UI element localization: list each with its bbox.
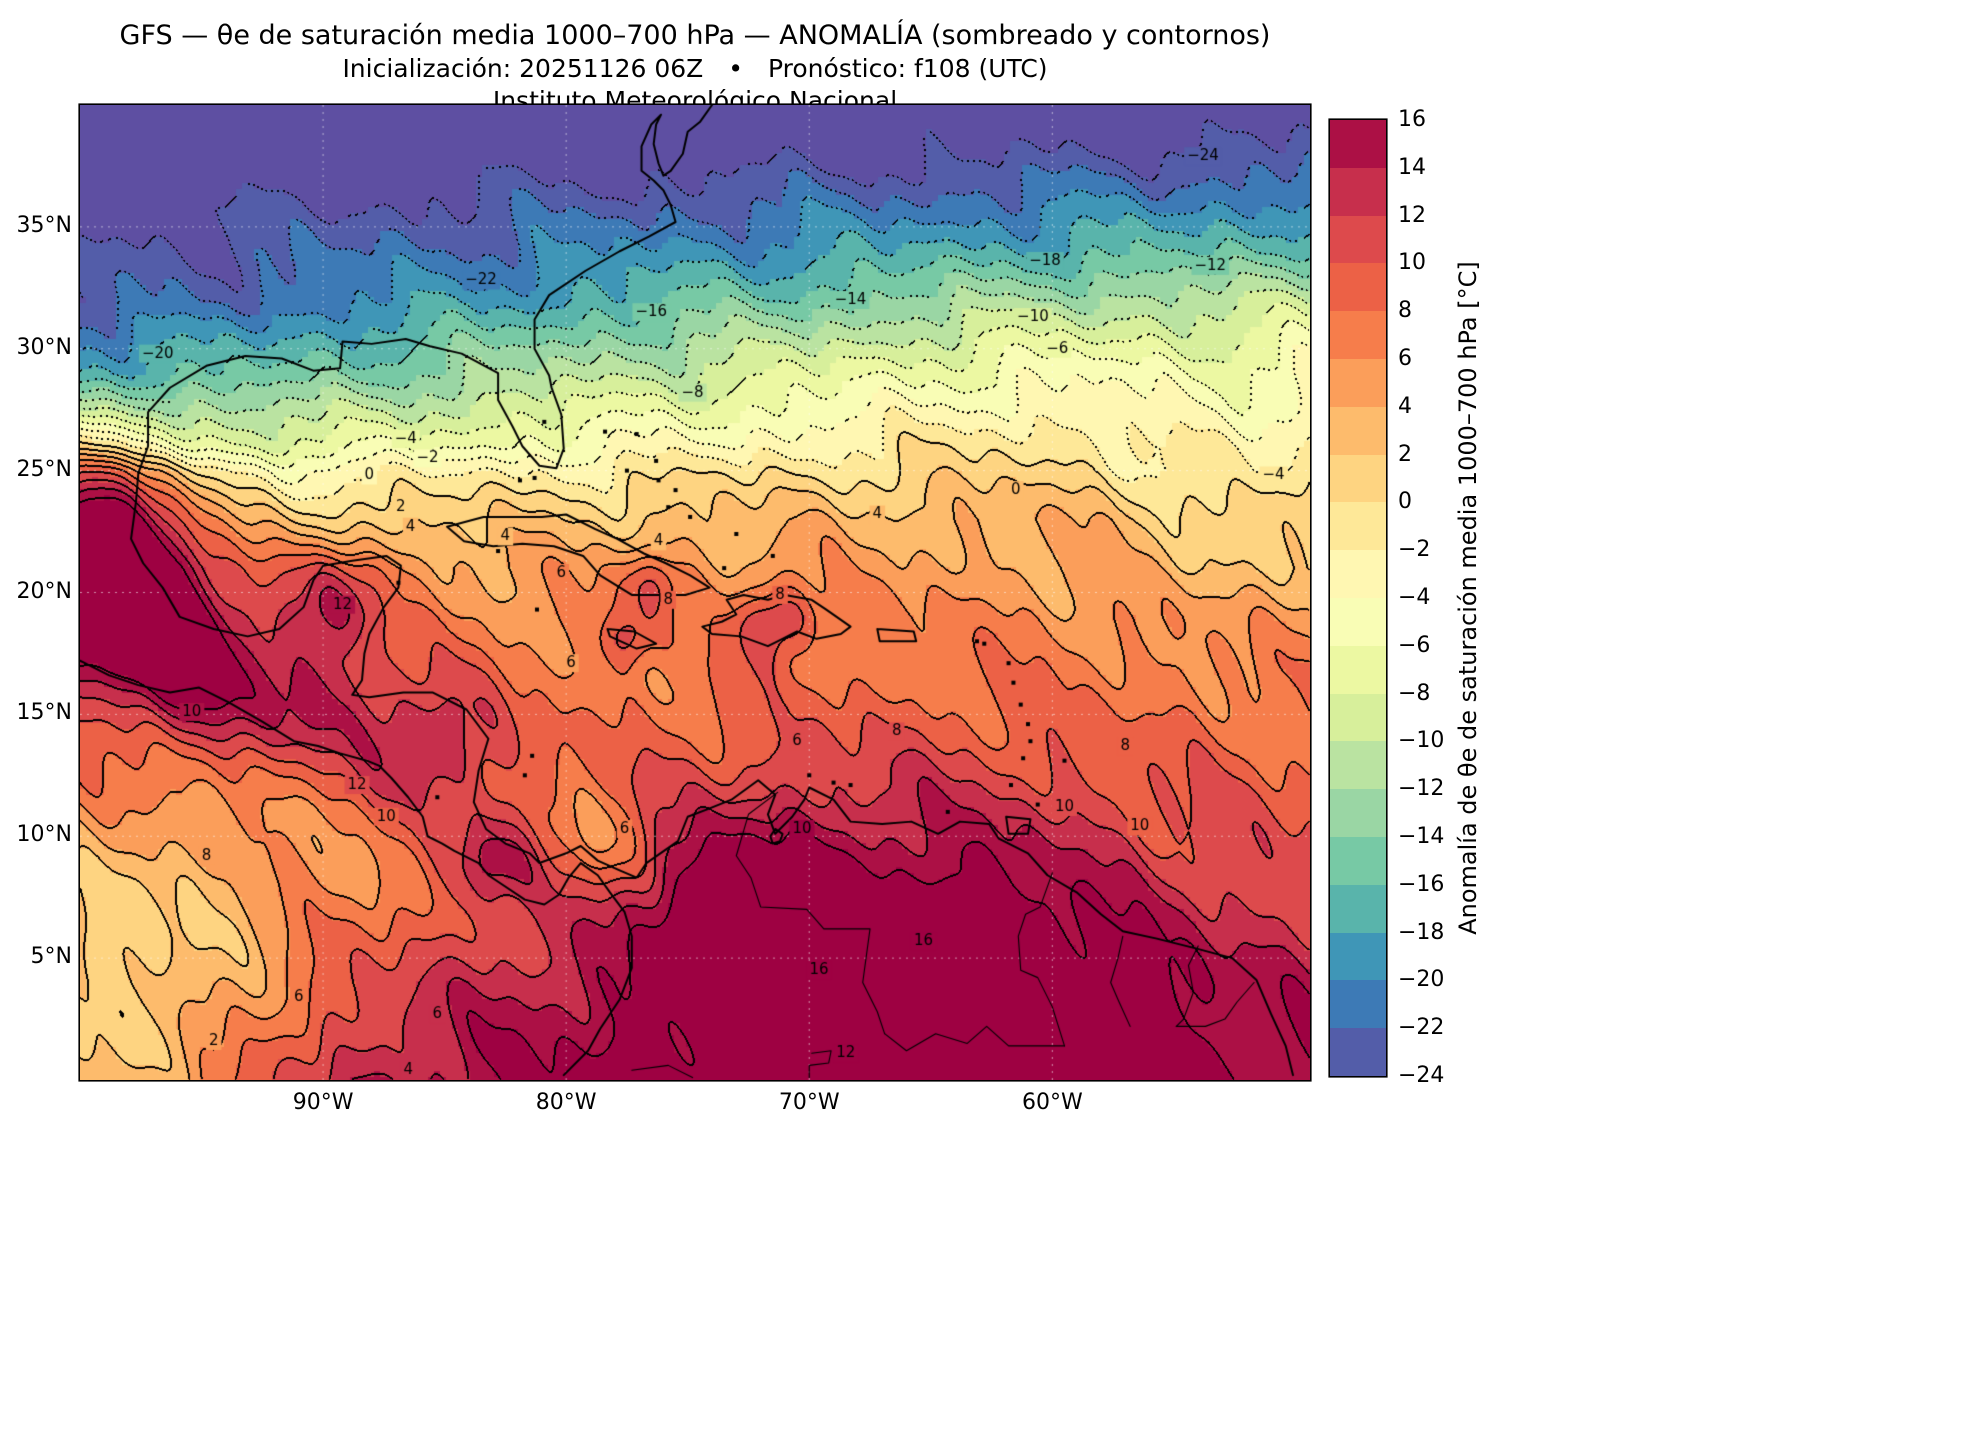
colorbar-cell	[1330, 884, 1386, 933]
colorbar-tick-label: 4	[1398, 393, 1412, 419]
lat-tick-label: 5°N	[30, 944, 72, 970]
colorbar-cell	[1330, 932, 1386, 981]
colorbar-tick-label: 10	[1398, 250, 1426, 276]
colorbar-cell	[1330, 693, 1386, 742]
colorbar-tick-label: 14	[1398, 154, 1426, 180]
colorbar-cell	[1330, 454, 1386, 503]
colorbar-label: Anomalía de θe de saturación media 1000–…	[1454, 261, 1482, 935]
lon-tick-label: 60°W	[1021, 1090, 1083, 1115]
colorbar-tick-label: 8	[1398, 298, 1412, 324]
lat-tick-label: 10°N	[16, 822, 72, 848]
colorbar-cell	[1330, 550, 1386, 598]
colorbar-tick-label: −14	[1398, 824, 1445, 849]
colorbar-cell	[1330, 789, 1386, 837]
colorbar-cell	[1330, 980, 1386, 1029]
map-canvas	[80, 105, 1310, 1080]
colorbar-cell	[1330, 263, 1386, 312]
colorbar-tick-label: −12	[1398, 776, 1445, 802]
colorbar-cell	[1330, 358, 1386, 407]
colorbar-cell	[1330, 167, 1386, 216]
lon-tick-label: 80°W	[535, 1090, 597, 1115]
colorbar-tick-label: −8	[1398, 680, 1431, 706]
colorbar-tick-label: −22	[1398, 1015, 1445, 1041]
colorbar-tick-label: 6	[1398, 346, 1412, 371]
colorbar-tick-label: 16	[1398, 107, 1426, 132]
lat-tick-label: 35°N	[16, 212, 72, 238]
colorbar-tick-label: −6	[1398, 632, 1431, 658]
colorbar-cell	[1330, 597, 1386, 646]
colorbar-cell	[1330, 645, 1386, 694]
colorbar-cell	[1330, 741, 1386, 790]
colorbar-cell	[1330, 311, 1386, 359]
colorbar-tick-label: −24	[1398, 1063, 1445, 1088]
lat-tick-label: 20°N	[16, 578, 72, 604]
colorbar-tick-label: 12	[1398, 202, 1426, 228]
colorbar-tick-label: −4	[1398, 585, 1431, 610]
colorbar-cell	[1330, 406, 1386, 455]
colorbar-tick-label: −10	[1398, 728, 1445, 754]
colorbar-cell	[1330, 1028, 1386, 1076]
colorbar-tick-label: −2	[1398, 537, 1431, 563]
colorbar-cell	[1330, 836, 1386, 885]
colorbar-cell	[1330, 215, 1386, 264]
colorbar-tick-label: −16	[1398, 871, 1445, 897]
lon-tick-label: 90°W	[292, 1090, 354, 1115]
colorbar-cell	[1330, 502, 1386, 551]
colorbar	[1330, 120, 1386, 1076]
colorbar-tick-label: −18	[1398, 919, 1445, 945]
lat-tick-label: 25°N	[16, 456, 72, 482]
lat-tick-label: 30°N	[16, 334, 72, 360]
colorbar-cell	[1330, 120, 1386, 168]
colorbar-tick-label: 2	[1398, 441, 1412, 467]
lat-tick-label: 15°N	[16, 700, 72, 726]
colorbar-tick-label: −20	[1398, 967, 1445, 993]
map-plot-area	[80, 105, 1310, 1080]
colorbar-tick-label: 0	[1398, 489, 1412, 515]
figure-title: GFS — θe de saturación media 1000–700 hP…	[119, 20, 1271, 51]
figure-subtitle: Inicialización: 20251126 06Z • Pronóstic…	[342, 54, 1048, 83]
lon-tick-label: 70°W	[778, 1090, 840, 1115]
